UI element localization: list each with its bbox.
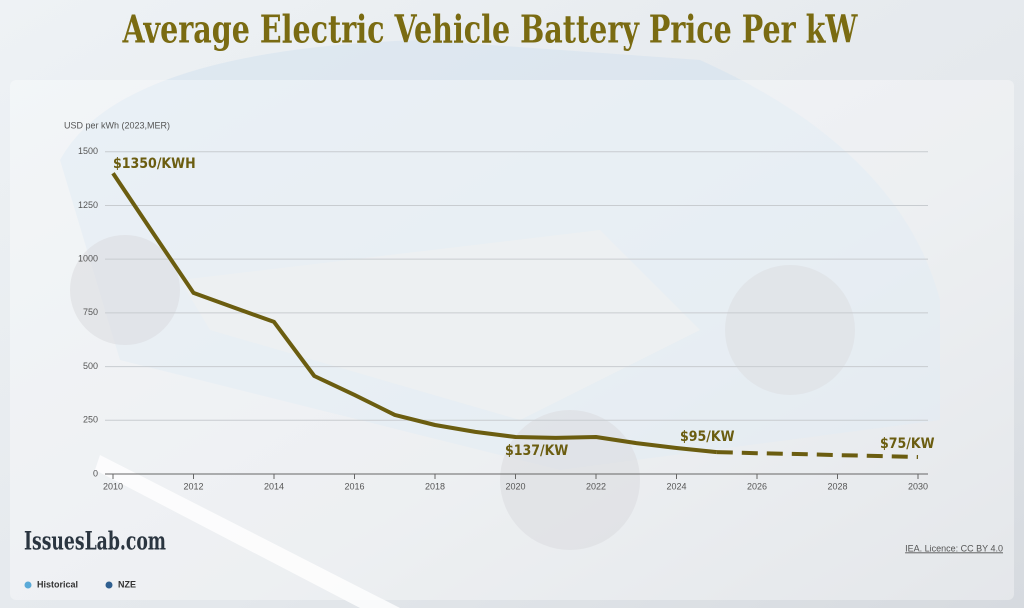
y-tick-label: 1250 [78, 200, 98, 210]
y-tick-label: 1000 [78, 254, 98, 264]
y-tick-label: 0 [93, 468, 98, 478]
annotation: $137/KW [505, 443, 568, 459]
x-tick-label: 2024 [666, 481, 686, 491]
x-tick-label: 2016 [344, 481, 364, 491]
wheel [70, 235, 180, 345]
series-line [716, 450, 919, 459]
x-tick-label: 2014 [264, 481, 284, 491]
legend-label: NZE [118, 579, 136, 589]
x-tick-label: 2012 [183, 481, 203, 491]
x-tick-label: 2026 [747, 481, 767, 491]
road-line [95, 455, 400, 608]
y-tick-label: 1500 [78, 146, 98, 156]
x-tick-label: 2030 [908, 481, 928, 491]
wheel [500, 410, 640, 550]
y-tick-label: 500 [83, 361, 98, 371]
y-tick-label: 750 [83, 307, 98, 317]
annotation: $1350/KWH [113, 156, 196, 172]
battery-pack [180, 230, 700, 420]
wheel [725, 265, 855, 395]
x-tick-label: 2010 [103, 481, 123, 491]
chart-title: Average Electric Vehicle Battery Price P… [122, 7, 859, 52]
legend-marker [105, 581, 113, 589]
logo: IssuesLab.com [24, 527, 166, 556]
x-tick-label: 2028 [827, 481, 847, 491]
y-axis-label: USD per kWh (2023,MER) [64, 120, 170, 130]
legend-label: Historical [37, 579, 78, 589]
annotation: $95/KW [680, 429, 735, 445]
annotation: $75/KW [880, 436, 935, 452]
legend-marker [24, 581, 32, 589]
panel [10, 80, 1014, 600]
y-tick-label: 250 [83, 415, 98, 425]
x-tick-label: 2020 [505, 481, 525, 491]
x-tick-label: 2018 [425, 481, 445, 491]
x-tick-label: 2022 [586, 481, 606, 491]
series-line [111, 172, 718, 455]
source: IEA. Licence: CC BY 4.0 [905, 543, 1003, 553]
